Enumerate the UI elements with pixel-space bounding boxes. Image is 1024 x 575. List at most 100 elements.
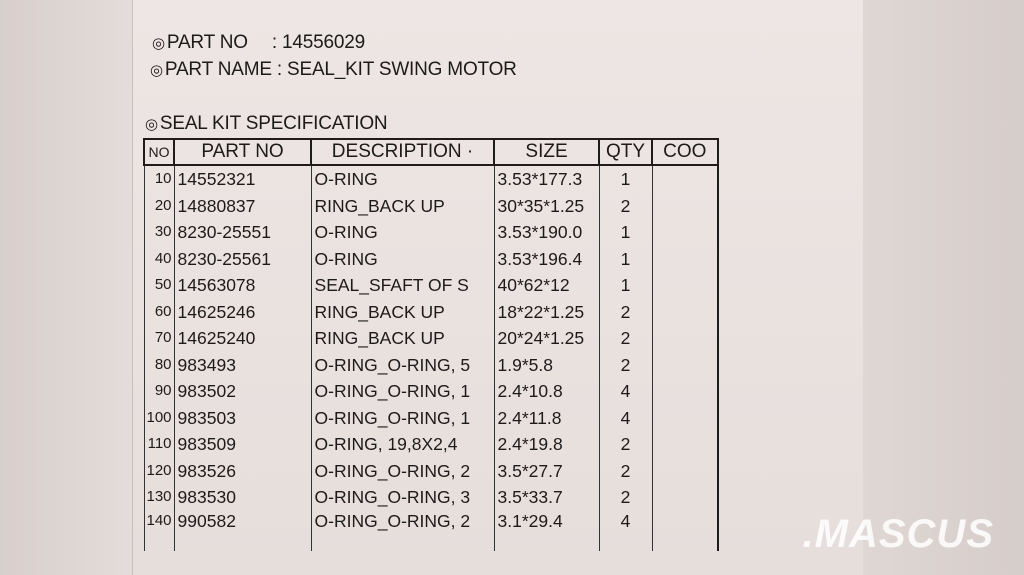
- cell-qty: 4: [598, 378, 653, 405]
- table-row: 100 983503 O-RING_O-RING, 1 2.4*11.8 4: [143, 404, 719, 431]
- cell-qty: 2: [598, 325, 653, 352]
- col-description: DESCRIPTION ·: [310, 138, 496, 166]
- bullet-icon: ◎: [152, 35, 165, 52]
- bullet-icon: ◎: [145, 116, 158, 133]
- table-row: 130 983530 O-RING_O-RING, 3 3.5*33.7 2: [143, 484, 719, 511]
- cell-no: 130: [143, 484, 175, 511]
- table-row: 70 14625240 RING_BACK UP 20*24*1.25 2: [143, 325, 719, 352]
- cell-coo: [651, 165, 719, 193]
- cell-description: RING_BACK UP: [310, 192, 495, 219]
- cell-size: 40*62*12: [493, 272, 600, 299]
- cell-qty: 4: [598, 510, 653, 551]
- cell-qty: 2: [598, 457, 653, 484]
- cell-size: 3.5*27.7: [493, 457, 600, 484]
- cell-part-no: 14625246: [173, 298, 312, 325]
- col-size: SIZE: [493, 138, 601, 166]
- cell-part-no: 983526: [173, 457, 312, 484]
- cell-part-no: 983503: [173, 404, 312, 431]
- cell-no: 80: [143, 351, 175, 378]
- col-coo: COO: [651, 138, 719, 166]
- bullet-icon: ◎: [150, 62, 163, 79]
- cell-size: 3.53*177.3: [493, 165, 600, 193]
- cell-size: 3.53*196.4: [493, 245, 600, 272]
- part-no-value: : 14556029: [271, 32, 365, 53]
- table-row: 20 14880837 RING_BACK UP 30*35*1.25 2: [143, 192, 719, 219]
- cell-part-no: 8230-25561: [173, 245, 312, 272]
- cell-no: 140: [143, 510, 175, 551]
- cell-no: 120: [143, 457, 175, 484]
- part-no-line: ◎ PART NO : 14556029: [152, 32, 365, 54]
- cell-no: 60: [143, 298, 175, 325]
- cell-coo: [651, 219, 719, 246]
- cell-coo: [651, 378, 719, 405]
- spec-title: SEAL KIT SPECIFICATION: [159, 113, 388, 134]
- cell-part-no: 14625240: [173, 325, 312, 352]
- cell-qty: 2: [598, 431, 653, 458]
- col-no: NO: [142, 138, 176, 166]
- cell-size: 30*35*1.25: [493, 192, 600, 219]
- cell-no: 20: [143, 192, 175, 219]
- cell-part-no: 8230-25551: [173, 219, 312, 246]
- cell-no: 70: [143, 325, 175, 352]
- part-no-label: PART NO: [166, 32, 248, 53]
- cell-no: 50: [143, 272, 175, 299]
- cell-description: O-RING_O-RING, 1: [310, 378, 495, 405]
- cell-no: 110: [143, 431, 175, 458]
- cell-coo: [651, 457, 719, 484]
- cell-size: 2.4*19.8: [493, 431, 600, 458]
- cell-description: O-RING: [310, 165, 495, 193]
- cell-no: 90: [143, 378, 175, 405]
- cell-no: 10: [143, 165, 175, 193]
- cell-qty: 2: [598, 192, 653, 219]
- cell-qty: 2: [598, 298, 653, 325]
- cell-description: O-RING_O-RING, 5: [310, 351, 495, 378]
- cell-part-no: 983509: [173, 431, 312, 458]
- spec-title-line: ◎ SEAL KIT SPECIFICATION: [145, 113, 388, 135]
- cell-size: 3.53*190.0: [493, 219, 600, 246]
- cell-part-no: 990582: [173, 510, 312, 551]
- cell-part-no: 14552321: [173, 165, 312, 193]
- cell-qty: 4: [598, 404, 653, 431]
- table-row: 120 983526 O-RING_O-RING, 2 3.5*27.7 2: [143, 457, 719, 484]
- cell-qty: 2: [598, 484, 653, 511]
- cell-size: 2.4*11.8: [493, 404, 600, 431]
- table-row: 60 14625246 RING_BACK UP 18*22*1.25 2: [143, 298, 719, 325]
- cell-description: O-RING_O-RING, 2: [310, 510, 495, 551]
- col-part-no: PART NO: [173, 138, 313, 166]
- cell-part-no: 983502: [173, 378, 312, 405]
- cell-coo: [651, 325, 719, 352]
- cell-size: 20*24*1.25: [493, 325, 600, 352]
- table-row: 30 8230-25551 O-RING 3.53*190.0 1: [143, 219, 719, 246]
- cell-qty: 1: [598, 245, 653, 272]
- cell-coo: [651, 431, 719, 458]
- cell-part-no: 14880837: [173, 192, 312, 219]
- cell-size: 3.1*29.4: [493, 510, 600, 551]
- cell-no: 40: [143, 245, 175, 272]
- cell-description: O-RING: [310, 219, 495, 246]
- part-name-value: : SEAL_KIT SWING MOTOR: [276, 59, 517, 80]
- cell-description: O-RING_O-RING, 2: [310, 457, 495, 484]
- cell-size: 2.4*10.8: [493, 378, 600, 405]
- col-qty: QTY: [598, 138, 654, 166]
- cell-description: O-RING_O-RING, 3: [310, 484, 495, 511]
- cell-coo: [651, 192, 719, 219]
- cell-coo: [651, 404, 719, 431]
- cell-part-no: 14563078: [173, 272, 312, 299]
- cell-qty: 2: [598, 351, 653, 378]
- part-name-label: PART NAME: [164, 59, 272, 80]
- cell-description: RING_BACK UP: [310, 298, 495, 325]
- table-row: 10 14552321 O-RING 3.53*177.3 1: [143, 165, 719, 193]
- cell-no: 30: [143, 219, 175, 246]
- cell-size: 3.5*33.7: [493, 484, 600, 511]
- cell-qty: 1: [598, 272, 653, 299]
- table-row: 90 983502 O-RING_O-RING, 1 2.4*10.8 4: [143, 378, 719, 405]
- cell-qty: 1: [598, 219, 653, 246]
- cell-coo: [651, 272, 719, 299]
- table-row: 110 983509 O-RING, 19,8X2,4 2.4*19.8 2: [143, 431, 719, 458]
- cell-coo: [651, 245, 719, 272]
- table-header-row: NO PART NO DESCRIPTION · SIZE QTY COO: [142, 138, 719, 166]
- cell-coo: [651, 298, 719, 325]
- table-row: 40 8230-25561 O-RING 3.53*196.4 1: [143, 245, 719, 272]
- cell-part-no: 983493: [173, 351, 312, 378]
- cell-no: 100: [143, 404, 175, 431]
